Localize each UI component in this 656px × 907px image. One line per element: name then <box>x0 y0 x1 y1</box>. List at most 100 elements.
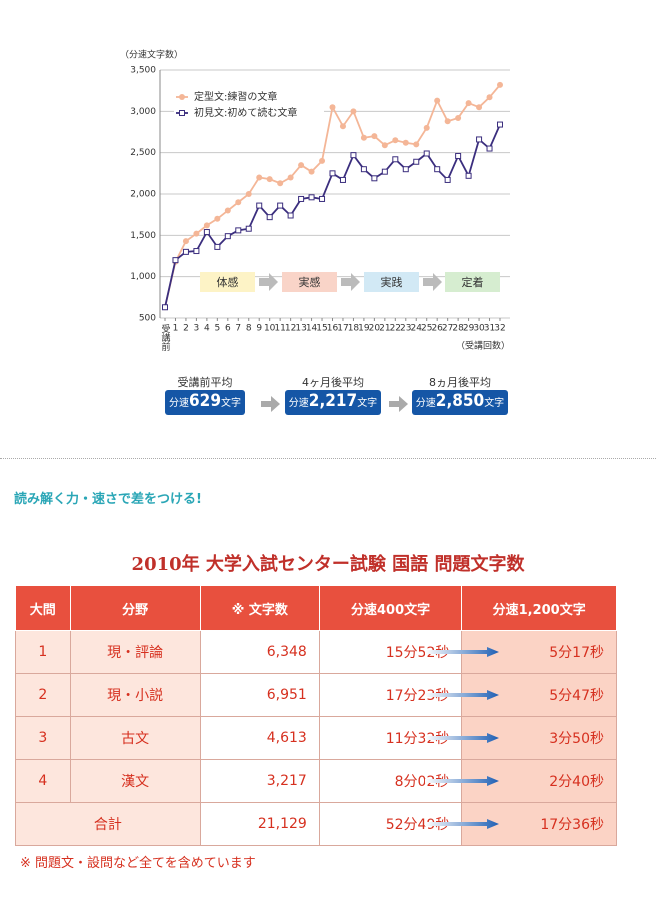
stage-arrow <box>423 273 442 291</box>
cell-text: 15分52秒 <box>385 645 450 661</box>
header-cell: 分速400文字 <box>318 585 463 631</box>
x-tick-label: 27 <box>442 324 453 334</box>
cell-text: 3分50秒 <box>549 731 604 747</box>
x-tick-label: 1 <box>173 324 179 334</box>
marker <box>256 202 263 209</box>
summary-label: 8ヵ月後平均 <box>429 376 491 389</box>
cell-text: 6,348 <box>266 644 307 660</box>
table: 大問 分野 ※ 文字数 分速400文字 分速1,200文字 1 現・評論 6,348 15分52… <box>15 585 617 846</box>
summary-arrow <box>389 396 408 412</box>
marker <box>298 195 305 202</box>
headline: 読み解く力・速さで差をつける! <box>14 492 202 507</box>
summary-box: 分速2,850文字 <box>411 390 509 415</box>
arrow-shape <box>425 647 500 657</box>
summary-label: 受講前平均 <box>177 376 233 389</box>
marker <box>277 180 284 187</box>
marker <box>413 141 420 148</box>
x-tick-label: 7 <box>235 324 241 334</box>
cell-text: 3,217 <box>266 773 307 789</box>
cell: 3 <box>15 716 71 760</box>
arrow <box>425 733 500 743</box>
x-axis-label: （受講回数） <box>456 340 510 352</box>
marker <box>214 215 221 222</box>
x-tick-label: 25 <box>421 324 432 334</box>
arrow-shape <box>425 690 500 700</box>
cell: 6,951 <box>199 673 320 717</box>
summary-box: 分速2,217文字 <box>284 390 382 415</box>
cell: 4,613 <box>199 716 320 760</box>
marker <box>193 230 200 237</box>
x-tick-label: 受講前 <box>160 323 171 352</box>
marker <box>465 172 472 179</box>
legend-bg <box>174 90 324 104</box>
marker <box>224 233 231 240</box>
cell-text: 5分47秒 <box>549 688 604 704</box>
header-row: 大問 分野 ※ 文字数 分速400文字 分速1,200文字 <box>15 585 617 631</box>
marker <box>360 134 367 141</box>
stage-label: 実践 <box>381 275 403 289</box>
x-tick-label: 3 <box>194 324 200 334</box>
summary-suffix: 文字 <box>484 398 505 409</box>
summary-value: 629 <box>189 391 221 411</box>
stage-box <box>200 272 255 292</box>
cell: 3,217 <box>199 759 320 803</box>
stage-label: 体感 <box>217 275 239 289</box>
marker <box>455 152 462 159</box>
marker <box>465 100 472 107</box>
cell-text: 2分40秒 <box>549 774 604 790</box>
marker <box>476 136 483 143</box>
x-tick-label: 13 <box>295 324 306 334</box>
marker <box>360 166 367 173</box>
marker <box>182 238 189 245</box>
x-tick-label: 31 <box>484 324 495 334</box>
x-tick-label: 30 <box>473 324 485 334</box>
x-tick-label: 4 <box>204 324 210 334</box>
marker <box>224 207 231 214</box>
cell: 古文 <box>69 716 201 760</box>
y-tick-label: 3,000 <box>130 107 156 117</box>
cell: 2 <box>15 673 71 717</box>
arrow <box>389 396 408 412</box>
x-tick-label: 24 <box>411 324 423 334</box>
y-tick-label: 2,500 <box>130 148 156 158</box>
marker <box>162 304 168 311</box>
summary-prefix: 分速 <box>169 398 190 409</box>
marker <box>266 214 273 221</box>
cell-text: 古文 <box>121 731 150 747</box>
y-tick-label: 500 <box>139 314 156 324</box>
summary-box: 分速629文字 <box>165 390 245 415</box>
row: 2 現・小説 6,951 17分23秒 5分47秒 <box>15 673 617 717</box>
marker <box>434 97 441 104</box>
marker <box>256 174 263 181</box>
x-tick-label: 6 <box>225 324 231 334</box>
stage-box <box>282 272 337 292</box>
arrow-shape <box>425 776 500 786</box>
cell-text: 5分17秒 <box>549 645 604 661</box>
x-tick-label: 16 <box>327 324 339 334</box>
stage-box <box>445 272 500 292</box>
marker <box>245 191 252 197</box>
marker <box>371 133 378 140</box>
arrow-shape <box>425 733 500 743</box>
cell: 2分40秒 <box>461 759 617 803</box>
cell: 8分02秒 <box>318 759 500 803</box>
marker <box>235 227 242 234</box>
cell-text: 現・小説 <box>107 688 164 704</box>
x-tick-label: 11 <box>274 324 285 334</box>
marker <box>266 176 273 183</box>
arrow <box>261 396 280 412</box>
header-cell: 大問 <box>15 585 71 631</box>
marker <box>203 229 210 236</box>
marker <box>350 108 357 115</box>
divider <box>0 458 656 459</box>
table-title: 2010年 大学入試センター試験 国語 問題文字数 <box>131 554 525 575</box>
legend-label: 定型文:練習の文章 <box>194 90 277 103</box>
legend-label: 初見文:初めて読む文章 <box>194 106 297 119</box>
summary-prefix: 分速 <box>288 398 309 409</box>
cell-text: 2 <box>38 687 48 703</box>
marker <box>193 248 200 255</box>
marker <box>497 121 503 128</box>
marker <box>339 123 346 130</box>
summary-suffix: 文字 <box>357 398 378 409</box>
x-tick-label: 5 <box>214 324 220 334</box>
